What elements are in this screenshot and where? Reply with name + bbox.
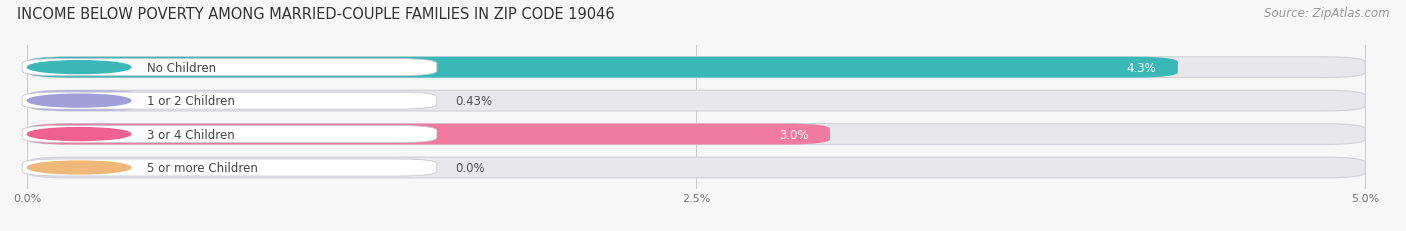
FancyBboxPatch shape [28, 158, 1365, 178]
FancyBboxPatch shape [22, 159, 437, 176]
Circle shape [28, 128, 131, 141]
Text: Source: ZipAtlas.com: Source: ZipAtlas.com [1264, 7, 1389, 20]
Circle shape [28, 161, 131, 174]
FancyBboxPatch shape [22, 93, 437, 110]
Text: 0.43%: 0.43% [456, 95, 492, 108]
Text: 5 or more Children: 5 or more Children [146, 161, 257, 174]
Text: 4.3%: 4.3% [1126, 61, 1157, 74]
FancyBboxPatch shape [22, 126, 437, 143]
FancyBboxPatch shape [28, 91, 1365, 112]
Circle shape [28, 61, 131, 74]
FancyBboxPatch shape [28, 124, 1365, 145]
FancyBboxPatch shape [28, 58, 1178, 78]
Text: 1 or 2 Children: 1 or 2 Children [146, 95, 235, 108]
FancyBboxPatch shape [28, 124, 830, 145]
FancyBboxPatch shape [22, 59, 437, 76]
Text: 3.0%: 3.0% [779, 128, 808, 141]
FancyBboxPatch shape [28, 58, 1365, 78]
Text: 3 or 4 Children: 3 or 4 Children [146, 128, 235, 141]
Text: 0.0%: 0.0% [456, 161, 485, 174]
Text: INCOME BELOW POVERTY AMONG MARRIED-COUPLE FAMILIES IN ZIP CODE 19046: INCOME BELOW POVERTY AMONG MARRIED-COUPL… [17, 7, 614, 22]
Circle shape [28, 95, 131, 108]
FancyBboxPatch shape [28, 91, 142, 112]
Text: No Children: No Children [146, 61, 217, 74]
